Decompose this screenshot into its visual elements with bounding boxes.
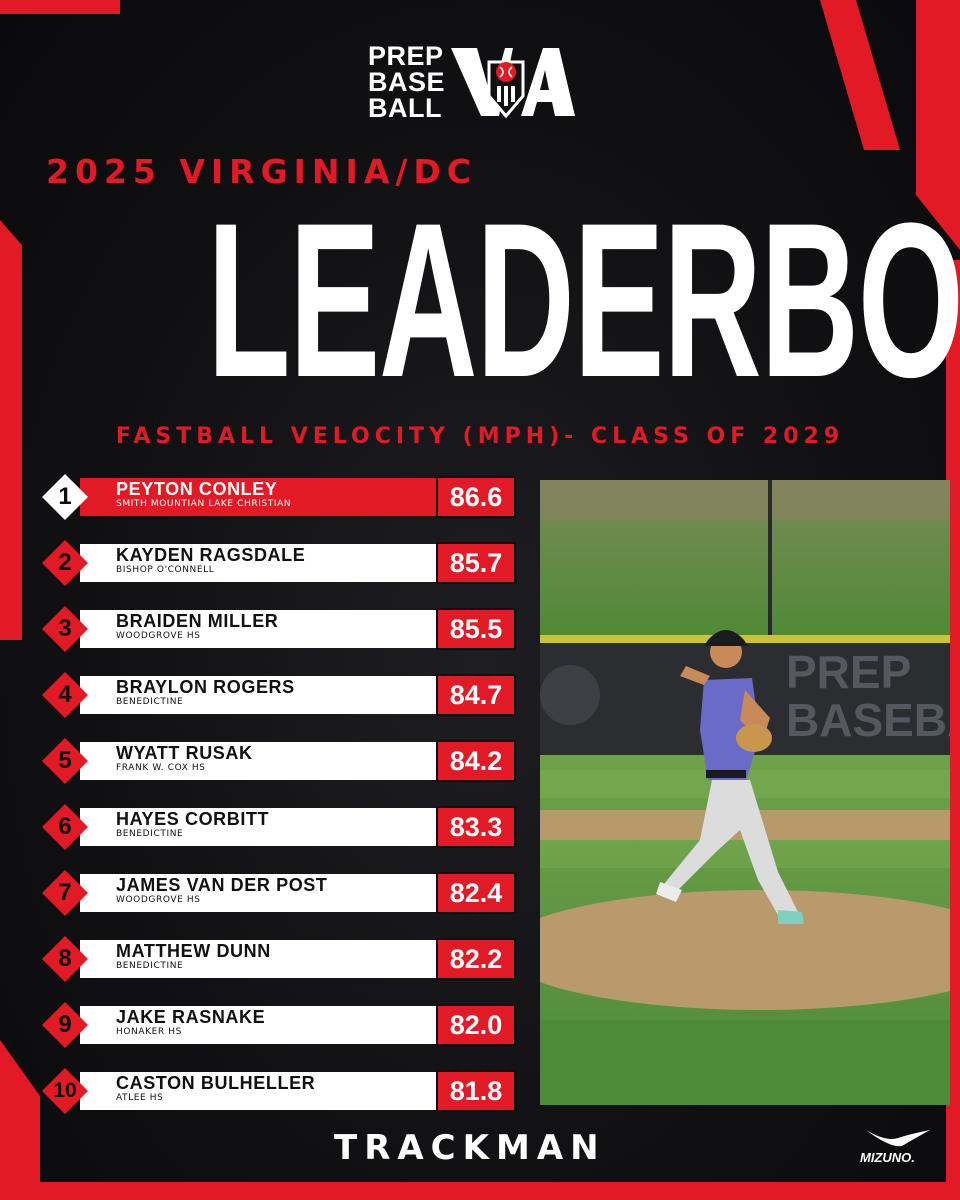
player-school: BENEDICTINE [116, 961, 184, 971]
leaderboard-row: 3 BRAIDEN MILLER WOODGROVE HS 85.5 [40, 606, 520, 652]
row-bar [80, 1072, 472, 1110]
player-school: SMITH MOUNTIAN LAKE CHRISTIAN [116, 499, 292, 509]
player-school: BENEDICTINE [116, 697, 184, 707]
mizuno-logo: MIZUNO. [860, 1130, 930, 1165]
velocity-value: 84.7 [436, 674, 516, 716]
row-bar [80, 478, 472, 516]
player-school: BENEDICTINE [116, 829, 184, 839]
leaderboard-row: 5 WYATT RUSAK FRANK W. COX HS 84.2 [40, 738, 520, 784]
logo-line-base: BASE [368, 67, 446, 97]
velocity-value: 85.7 [436, 542, 516, 584]
red-accent-stripe [820, 0, 900, 150]
page-title: LEADERBOARD [207, 177, 960, 423]
category-subtitle: FASTBALL VELOCITY (MPH)- CLASS OF 2029 [115, 424, 845, 449]
velocity-value: 82.2 [436, 938, 516, 980]
player-school: BISHOP O'CONNELL [116, 565, 215, 575]
red-accent-bottom [0, 1182, 960, 1200]
va-logo-icon [451, 48, 576, 119]
player-school: HONAKER HS [116, 1027, 182, 1037]
logo-line-ball: BALL [368, 93, 442, 123]
red-accent-bottom-left [0, 1040, 40, 1200]
red-accent-left [0, 220, 22, 640]
player-name: WYATT RUSAK [116, 743, 253, 763]
player-name: BRAYLON ROGERS [116, 677, 295, 697]
pitcher-figure [656, 630, 804, 924]
player-name: JAMES VAN DER POST [116, 875, 328, 895]
player-name: HAYES CORBITT [116, 809, 270, 829]
player-name: CASTON BULHELLER [116, 1073, 316, 1093]
player-school: ATLEE HS [116, 1093, 164, 1103]
player-school: WOODGROVE HS [116, 895, 201, 905]
player-school: FRANK W. COX HS [116, 763, 206, 773]
season-title: 2025 VIRGINIA/DC [46, 152, 478, 191]
row-bar [80, 940, 472, 978]
player-name: JAKE RASNAKE [116, 1007, 266, 1027]
velocity-value: 82.4 [436, 872, 516, 914]
row-bar [80, 1006, 472, 1044]
velocity-value: 83.3 [436, 806, 516, 848]
velocity-value: 84.2 [436, 740, 516, 782]
leaderboard-row: 4 BRAYLON ROGERS BENEDICTINE 84.7 [40, 672, 520, 718]
velocity-value: 86.6 [436, 476, 516, 518]
row-bar [80, 676, 472, 714]
row-bar [80, 808, 472, 846]
trackman-logo: TRACKMAN [334, 1128, 606, 1168]
red-accent-top-left [0, 0, 120, 14]
leaderboard-row: 9 JAKE RASNAKE HONAKER HS 82.0 [40, 1002, 520, 1048]
leaderboard-row: 7 JAMES VAN DER POST WOODGROVE HS 82.4 [40, 870, 520, 916]
row-bar [80, 610, 472, 648]
row-bar [80, 874, 472, 912]
mizuno-wordmark: MIZUNO. [860, 1150, 915, 1165]
wall-text-prep: PREP [786, 646, 911, 698]
logo-wordmark: PREP BASE BALL [368, 41, 446, 123]
leaderboard-row: 1 PEYTON CONLEY SMITH MOUNTIAN LAKE CHRI… [40, 474, 520, 520]
player-name: BRAIDEN MILLER [116, 611, 279, 631]
leaderboard-row: 6 HAYES CORBITT BENEDICTINE 83.3 [40, 804, 520, 850]
row-bar [80, 544, 472, 582]
leaderboard-row: 10 CASTON BULHELLER ATLEE HS 81.8 [40, 1068, 520, 1114]
velocity-value: 82.0 [436, 1004, 516, 1046]
leaderboard-row: 8 MATTHEW DUNN BENEDICTINE 82.2 [40, 936, 520, 982]
velocity-value: 81.8 [436, 1070, 516, 1112]
player-name: PEYTON CONLEY [116, 479, 278, 499]
prep-baseball-va-logo: PREP BASE BALL [368, 36, 576, 128]
logo-line-prep: PREP [368, 41, 444, 71]
velocity-value: 85.5 [436, 608, 516, 650]
row-bar [80, 742, 472, 780]
player-school: WOODGROVE HS [116, 631, 201, 641]
player-name: KAYDEN RAGSDALE [116, 545, 306, 565]
leaderboard-row: 2 KAYDEN RAGSDALE BISHOP O'CONNELL 85.7 [40, 540, 520, 586]
player-name: MATTHEW DUNN [116, 941, 271, 961]
